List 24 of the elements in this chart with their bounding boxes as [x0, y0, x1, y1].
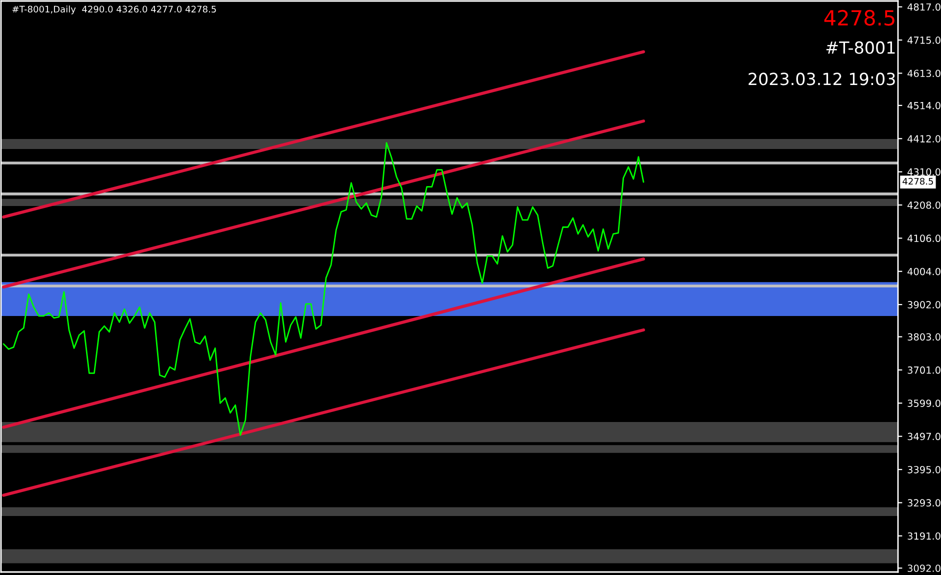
- y-tick-label: 3092.0: [908, 564, 940, 572]
- y-tick-label: 4514.0: [908, 102, 940, 110]
- annotation: 2023.03.12 19:03: [748, 72, 895, 86]
- annotation: 4278.5: [824, 10, 894, 26]
- y-tick-label: 3803.0: [908, 333, 940, 341]
- y-tick-label: 3497.0: [908, 432, 940, 440]
- y-tick-label: 3191.0: [908, 532, 940, 540]
- y-tick-label: 3599.0: [908, 400, 940, 407]
- text: 4278.5: [902, 178, 933, 185]
- y-tick-label: 3293.0: [908, 499, 940, 507]
- y-tick-label: 4613.0: [908, 70, 940, 78]
- annotation: #T-8001: [826, 41, 895, 54]
- y-tick-label: 4004.0: [908, 268, 940, 276]
- y-tick-label: 4412.0: [908, 135, 940, 142]
- y-tick-label: 3395.0: [908, 466, 940, 474]
- y-tick-label: 4208.0: [908, 201, 940, 209]
- y-tick-label: 4817.0: [908, 3, 940, 11]
- y-tick-label: 4310.0: [908, 168, 940, 176]
- y-tick-label: 4106.0: [908, 234, 940, 242]
- y-tick-label: 4715.0: [908, 36, 940, 44]
- chart-title: #T-8001,Daily 4290.0 4326.0 4277.0 4278.5: [12, 6, 216, 14]
- line-series: [2, 142, 644, 436]
- y-tick-label: 3902.0: [908, 301, 940, 308]
- y-tick-label: 3701.0: [908, 366, 940, 374]
